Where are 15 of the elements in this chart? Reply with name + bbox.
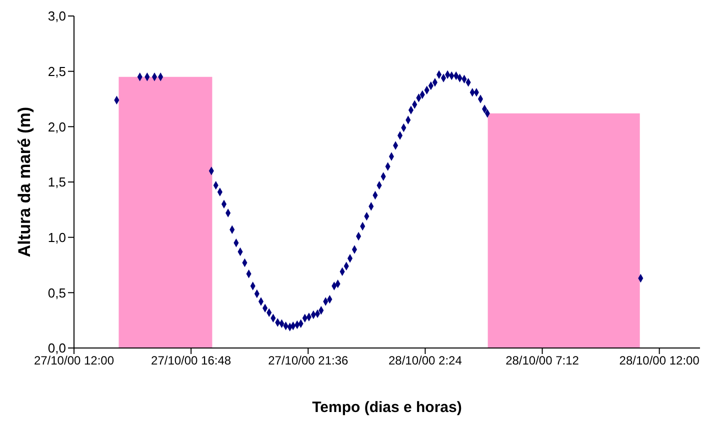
x-axis-title: Tempo (dias e horas) <box>312 399 462 416</box>
y-tick-label: 3,0 <box>48 8 66 24</box>
x-tick-label: 28/10/00 2:24 <box>388 354 462 368</box>
y-tick-label: 2,0 <box>48 119 66 134</box>
x-tick-label: 28/10/00 12:00 <box>619 354 700 368</box>
y-tick-label: 0,5 <box>48 285 66 300</box>
y-tick-label: 2,5 <box>48 64 66 79</box>
y-tick-label: 1,5 <box>48 174 66 190</box>
x-tick-label: 28/10/00 7:12 <box>506 354 580 368</box>
y-tick-label: 1,0 <box>48 230 66 245</box>
x-tick-label: 27/10/00 21:36 <box>268 354 348 368</box>
y-tick-label: 0,0 <box>48 340 66 356</box>
x-tick-label: 27/10/00 16:48 <box>151 354 232 368</box>
y-axis-title: Altura da maré (m) <box>15 106 34 258</box>
x-tick-label: 27/10/00 12:00 <box>34 354 114 368</box>
